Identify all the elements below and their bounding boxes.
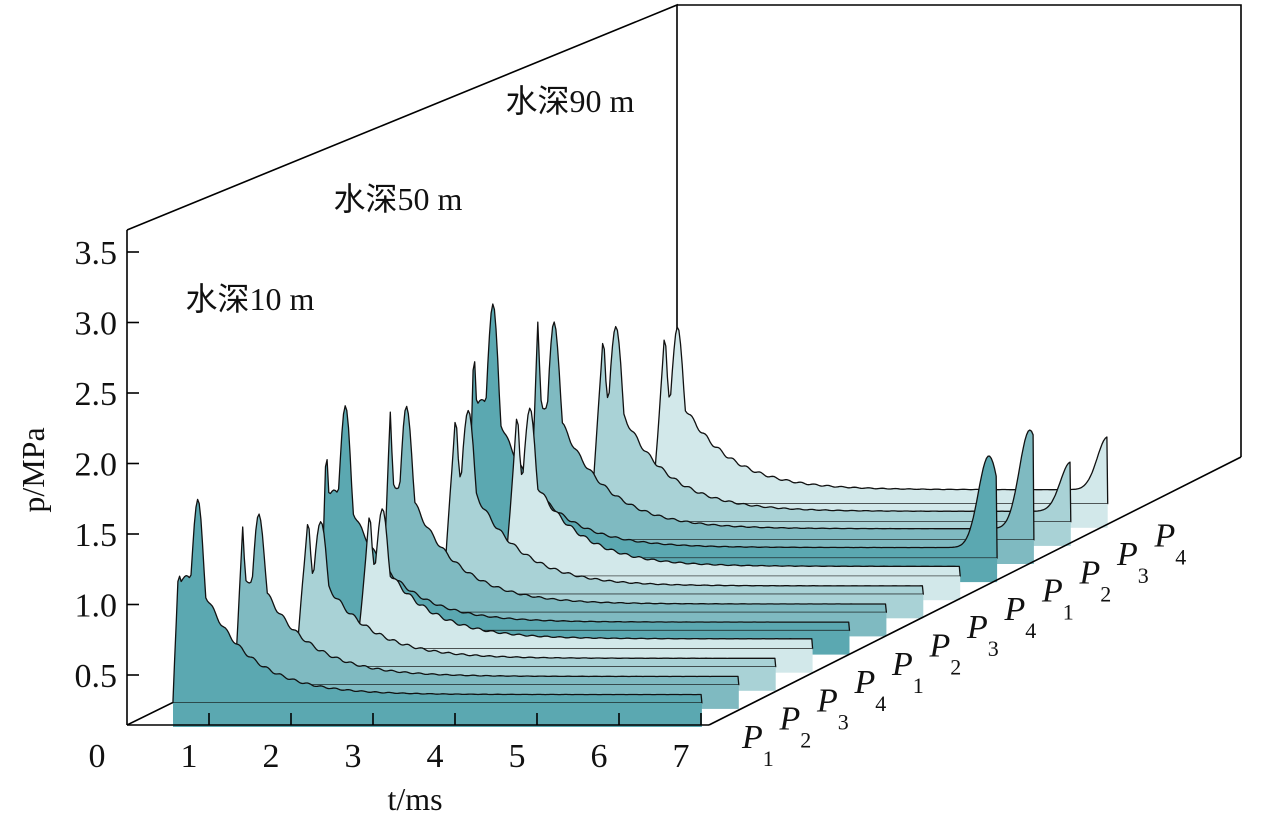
y-tick-label: 3.0 xyxy=(75,306,118,343)
channel-label: P3 xyxy=(1116,536,1149,588)
channel-label: P1 xyxy=(1041,573,1074,625)
depth-axis xyxy=(708,456,1242,726)
channel-label: P4 xyxy=(1154,518,1187,570)
series-水深50m-P2 xyxy=(381,405,888,614)
channel-label: P2 xyxy=(929,628,962,680)
x-tick-label: 3 xyxy=(345,738,362,775)
x-tick-label: 5 xyxy=(509,738,526,775)
series-水深10m-P2 xyxy=(233,513,740,686)
channel-label: P2 xyxy=(779,701,812,753)
depth-label: 水深90 m xyxy=(506,83,635,119)
channel-label: P3 xyxy=(966,609,999,661)
series-水深50m-P3 xyxy=(442,409,924,595)
y-axis-title: p/MPa xyxy=(15,427,51,512)
y-tick-label: 1.5 xyxy=(75,517,118,554)
y-tick-label: 2.5 xyxy=(75,376,118,413)
series-base xyxy=(173,703,702,727)
y-tick-label: 3.5 xyxy=(75,235,118,272)
x-tick-label: 2 xyxy=(263,738,280,775)
x-tick-label: 1 xyxy=(181,738,198,775)
y-tick-label: 2.0 xyxy=(75,447,118,484)
depth-label: 水深50 m xyxy=(334,181,463,217)
series-layer xyxy=(172,303,1109,727)
channel-label: P1 xyxy=(891,646,924,698)
series-水深10m-P4 xyxy=(356,508,814,650)
channel-label: P3 xyxy=(816,682,849,734)
series-水深90m-P2 xyxy=(528,321,1035,541)
series-水深10m-P3 xyxy=(295,521,777,668)
depth-label: 水深10 m xyxy=(186,281,315,317)
x-axis-title: t/ms xyxy=(387,781,442,817)
axes xyxy=(126,230,1242,726)
x-tick-label: 0 xyxy=(89,738,106,775)
x-tick-label: 4 xyxy=(427,738,444,775)
series-水深90m-P4 xyxy=(651,326,1109,505)
y-tick-label: 1.0 xyxy=(75,588,118,625)
x-tick-label: 7 xyxy=(673,738,690,775)
x-tick-label: 6 xyxy=(591,738,608,775)
series-水深10m-P1 xyxy=(172,498,703,704)
channel-label: P4 xyxy=(854,664,887,716)
channel-label: P2 xyxy=(1079,554,1112,606)
y-tick-label: 0.5 xyxy=(75,658,118,695)
channel-label: P1 xyxy=(741,719,774,771)
back-wall xyxy=(677,4,1242,457)
series-水深50m-P4 xyxy=(504,407,961,577)
channel-label: P4 xyxy=(1004,591,1037,643)
